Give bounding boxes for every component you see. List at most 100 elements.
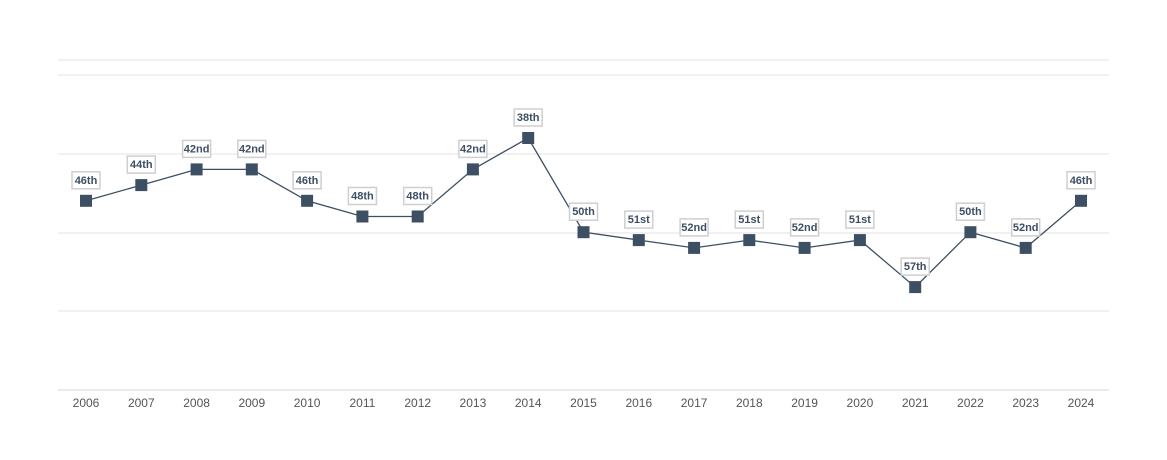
data-point[interactable] — [853, 234, 866, 247]
data-label: 48th — [402, 186, 433, 206]
data-label: 52nd — [789, 218, 820, 237]
data-label: 46th — [292, 171, 322, 190]
data-label-text: 48th — [351, 191, 374, 203]
x-tick-label: 2010 — [294, 396, 321, 410]
data-label-text: 38th — [517, 112, 540, 124]
x-tick-label: 2007 — [128, 396, 155, 410]
x-tick-label: 2014 — [515, 396, 542, 410]
data-label-text: 42nd — [460, 143, 486, 155]
data-label-text: 42nd — [239, 143, 265, 155]
x-tick-label: 2019 — [791, 396, 818, 410]
data-label-box — [1010, 218, 1041, 237]
data-label: 52nd — [1010, 218, 1041, 237]
data-label-text: 52nd — [792, 222, 818, 234]
data-label-box — [513, 108, 543, 127]
x-tick-label: 2021 — [902, 396, 929, 410]
data-label-text: 46th — [296, 175, 319, 187]
data-label-text: 42nd — [184, 143, 210, 155]
data-label-box — [126, 155, 157, 174]
data-label: 42nd — [458, 139, 488, 159]
data-label-box — [402, 186, 433, 206]
data-label-box — [624, 210, 654, 229]
x-tick-label: 2016 — [625, 396, 652, 410]
data-label: 50th — [568, 202, 599, 221]
x-tick-label: 2024 — [1068, 396, 1095, 410]
data-point[interactable] — [356, 210, 369, 223]
data-label-text: 52nd — [681, 222, 707, 234]
data-point[interactable] — [466, 163, 479, 176]
data-label: 57th — [900, 257, 930, 276]
data-point[interactable] — [80, 194, 92, 207]
data-label-text: 51st — [738, 214, 760, 226]
data-point[interactable] — [688, 241, 701, 254]
data-label-text: 48th — [406, 191, 429, 203]
data-point[interactable] — [798, 241, 811, 254]
x-tick-label: 2009 — [238, 396, 265, 410]
data-label-box — [292, 171, 322, 190]
data-label-box — [789, 218, 820, 237]
data-label-text: 44th — [130, 159, 153, 171]
data-label: 46th — [1066, 171, 1096, 190]
data-label: 48th — [347, 186, 378, 206]
data-label-box — [458, 139, 488, 159]
data-point[interactable] — [190, 163, 203, 176]
data-point[interactable] — [301, 194, 314, 207]
data-label: 51st — [734, 210, 765, 229]
data-point[interactable] — [522, 132, 535, 144]
data-label-box — [679, 218, 709, 237]
data-point[interactable] — [1075, 194, 1087, 207]
data-label-box — [181, 139, 212, 159]
x-tick-label: 2012 — [404, 396, 431, 410]
data-label: 44th — [126, 155, 157, 174]
data-label-box — [734, 210, 765, 229]
data-point[interactable] — [411, 210, 424, 223]
data-point[interactable] — [1019, 241, 1032, 254]
data-point[interactable] — [909, 281, 922, 294]
data-label-text: 57th — [904, 261, 927, 273]
data-point[interactable] — [632, 234, 645, 247]
data-label-text: 51st — [849, 214, 871, 226]
data-label-box — [237, 139, 267, 159]
x-tick-label: 2020 — [847, 396, 874, 410]
data-label: 51st — [624, 210, 654, 229]
data-label-text: 46th — [1070, 175, 1093, 187]
data-point[interactable] — [577, 226, 590, 239]
data-point[interactable] — [743, 234, 756, 247]
x-tick-label: 2015 — [570, 396, 597, 410]
data-label-text: 50th — [572, 206, 595, 218]
data-label: 46th — [71, 171, 101, 190]
x-tick-label: 2013 — [460, 396, 487, 410]
gridlines — [58, 59, 1109, 391]
data-label-box — [568, 202, 599, 221]
data-label-text: 52nd — [1013, 222, 1039, 234]
data-label-box — [1066, 171, 1096, 190]
data-label: 50th — [955, 202, 986, 221]
x-tick-label: 2011 — [349, 396, 375, 410]
data-label-box — [71, 171, 101, 190]
data-label: 42nd — [237, 139, 267, 159]
x-axis-ticks: 2006 2007 2008 2009 2010 2011 2012 2013 2014 2015… — [73, 396, 1095, 410]
data-label-box — [900, 257, 930, 276]
data-label-box — [845, 210, 875, 229]
data-label: 42nd — [181, 139, 212, 159]
data-label-box — [347, 186, 378, 206]
data-label: 38th — [513, 108, 543, 127]
data-label-text: 51st — [628, 214, 650, 226]
data-label-box — [955, 202, 986, 221]
data-labels: 46th 44th 42nd 42nd 46th 48th 48th 42nd 38th 50th… — [71, 108, 1096, 276]
data-label: 52nd — [679, 218, 709, 237]
data-point[interactable] — [245, 163, 258, 176]
data-points — [80, 132, 1087, 294]
x-tick-label: 2008 — [183, 396, 210, 410]
data-point[interactable] — [135, 179, 148, 192]
x-tick-label: 2006 — [73, 396, 100, 410]
x-tick-label: 2022 — [957, 396, 984, 410]
data-label-text: 50th — [959, 206, 982, 218]
x-tick-label: 2018 — [736, 396, 763, 410]
data-label: 51st — [845, 210, 875, 229]
data-label-text: 46th — [75, 175, 98, 187]
x-tick-label: 2023 — [1012, 396, 1039, 410]
data-point[interactable] — [964, 226, 977, 239]
x-tick-label: 2017 — [681, 396, 708, 410]
